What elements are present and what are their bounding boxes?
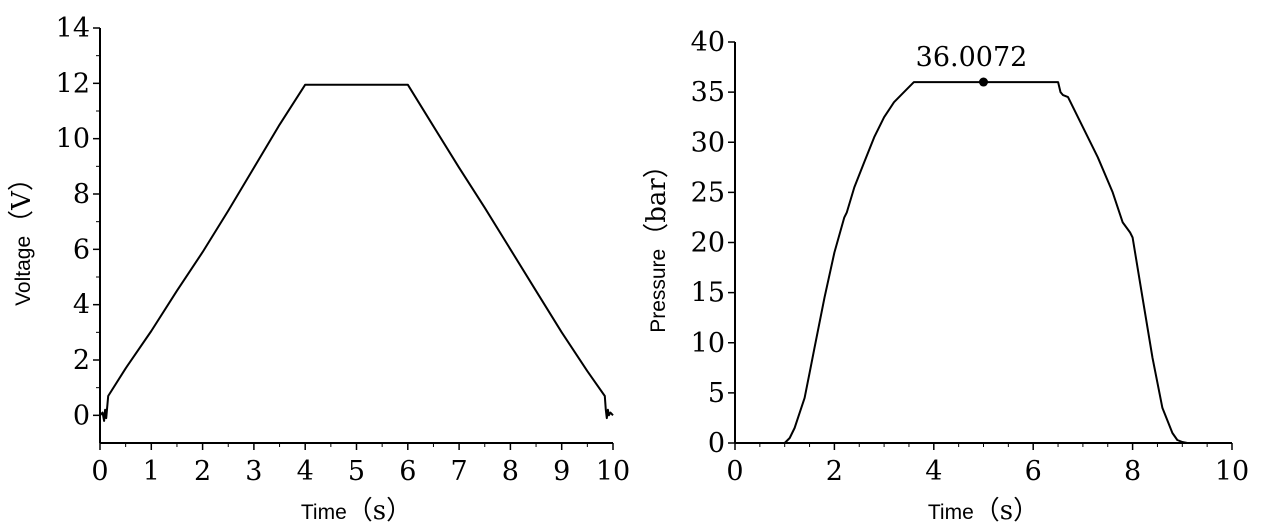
pressure-x-tick-label: 6 bbox=[1025, 456, 1042, 487]
voltage-x-tick-label: 2 bbox=[194, 456, 211, 487]
pressure-y-tick-label: 10 bbox=[691, 328, 725, 359]
pressure-y-tick-label: 0 bbox=[708, 428, 725, 459]
pressure-x-tick-label: 8 bbox=[1124, 456, 1141, 487]
pressure-chart: 0 2 4 6 8 10 0 5 10 15 20 25 30 35 40 36.0072 Time（s） P… bbox=[640, 0, 1268, 531]
pressure-x-tick-label: 2 bbox=[826, 456, 843, 487]
pressure-max-point-label: 36.0072 bbox=[916, 42, 1028, 73]
pressure-series-line bbox=[735, 81, 1232, 444]
voltage-x-tick-label: 6 bbox=[399, 456, 416, 487]
pressure-y-tick-label: 35 bbox=[691, 77, 725, 108]
pressure-x-axis-title: Time（s） bbox=[928, 496, 1039, 526]
voltage-y-tick-label: 0 bbox=[73, 400, 90, 431]
pressure-y-tick-label: 20 bbox=[691, 228, 725, 259]
pressure-x-tick-label: 0 bbox=[726, 456, 743, 487]
voltage-x-tick-label: 8 bbox=[502, 456, 519, 487]
voltage-x-tick-label: 4 bbox=[297, 456, 314, 487]
pressure-x-tick-label: 10 bbox=[1215, 456, 1249, 487]
voltage-y-axis-title: Voltage（V） bbox=[7, 165, 37, 306]
pressure-max-point-marker bbox=[979, 77, 988, 87]
pressure-y-tick-label: 40 bbox=[691, 27, 725, 58]
voltage-series-line bbox=[99, 83, 614, 422]
pressure-chart-svg: 0 2 4 6 8 10 0 5 10 15 20 25 30 35 40 36.0072 Time（s） P… bbox=[642, 27, 1249, 526]
voltage-y-tick-label: 12 bbox=[56, 68, 90, 99]
voltage-x-tick-label: 7 bbox=[451, 456, 468, 487]
voltage-y-tick-label: 6 bbox=[73, 234, 90, 265]
voltage-x-tick-label: 5 bbox=[348, 456, 365, 487]
voltage-y-tick-label: 8 bbox=[73, 179, 90, 210]
voltage-x-tick-label: 9 bbox=[553, 456, 570, 487]
voltage-x-tick-label: 0 bbox=[91, 456, 108, 487]
pressure-x-tick-label: 4 bbox=[925, 456, 942, 487]
voltage-x-tick-label: 1 bbox=[143, 456, 160, 487]
voltage-x-axis-title: Time（s） bbox=[301, 496, 412, 526]
voltage-x-tick-label: 10 bbox=[596, 456, 630, 487]
voltage-y-tick-label: 2 bbox=[73, 345, 90, 376]
voltage-x-tick-label: 3 bbox=[245, 456, 262, 487]
pressure-y-tick-label: 5 bbox=[708, 378, 725, 409]
pressure-y-tick-label: 30 bbox=[691, 127, 725, 158]
voltage-chart: 0 1 2 3 4 5 6 7 8 9 10 0 2 4 6 8 10 12 14 Time（s） Voltage（V… bbox=[7, 13, 630, 526]
pressure-y-tick-label: 15 bbox=[691, 278, 725, 309]
voltage-y-tick-label: 14 bbox=[56, 13, 90, 44]
pressure-y-tick-label: 25 bbox=[691, 177, 725, 208]
voltage-y-tick-label: 4 bbox=[73, 290, 90, 321]
pressure-y-axis-title: Pressure（bar） bbox=[642, 152, 672, 333]
voltage-y-tick-label: 10 bbox=[56, 124, 90, 155]
